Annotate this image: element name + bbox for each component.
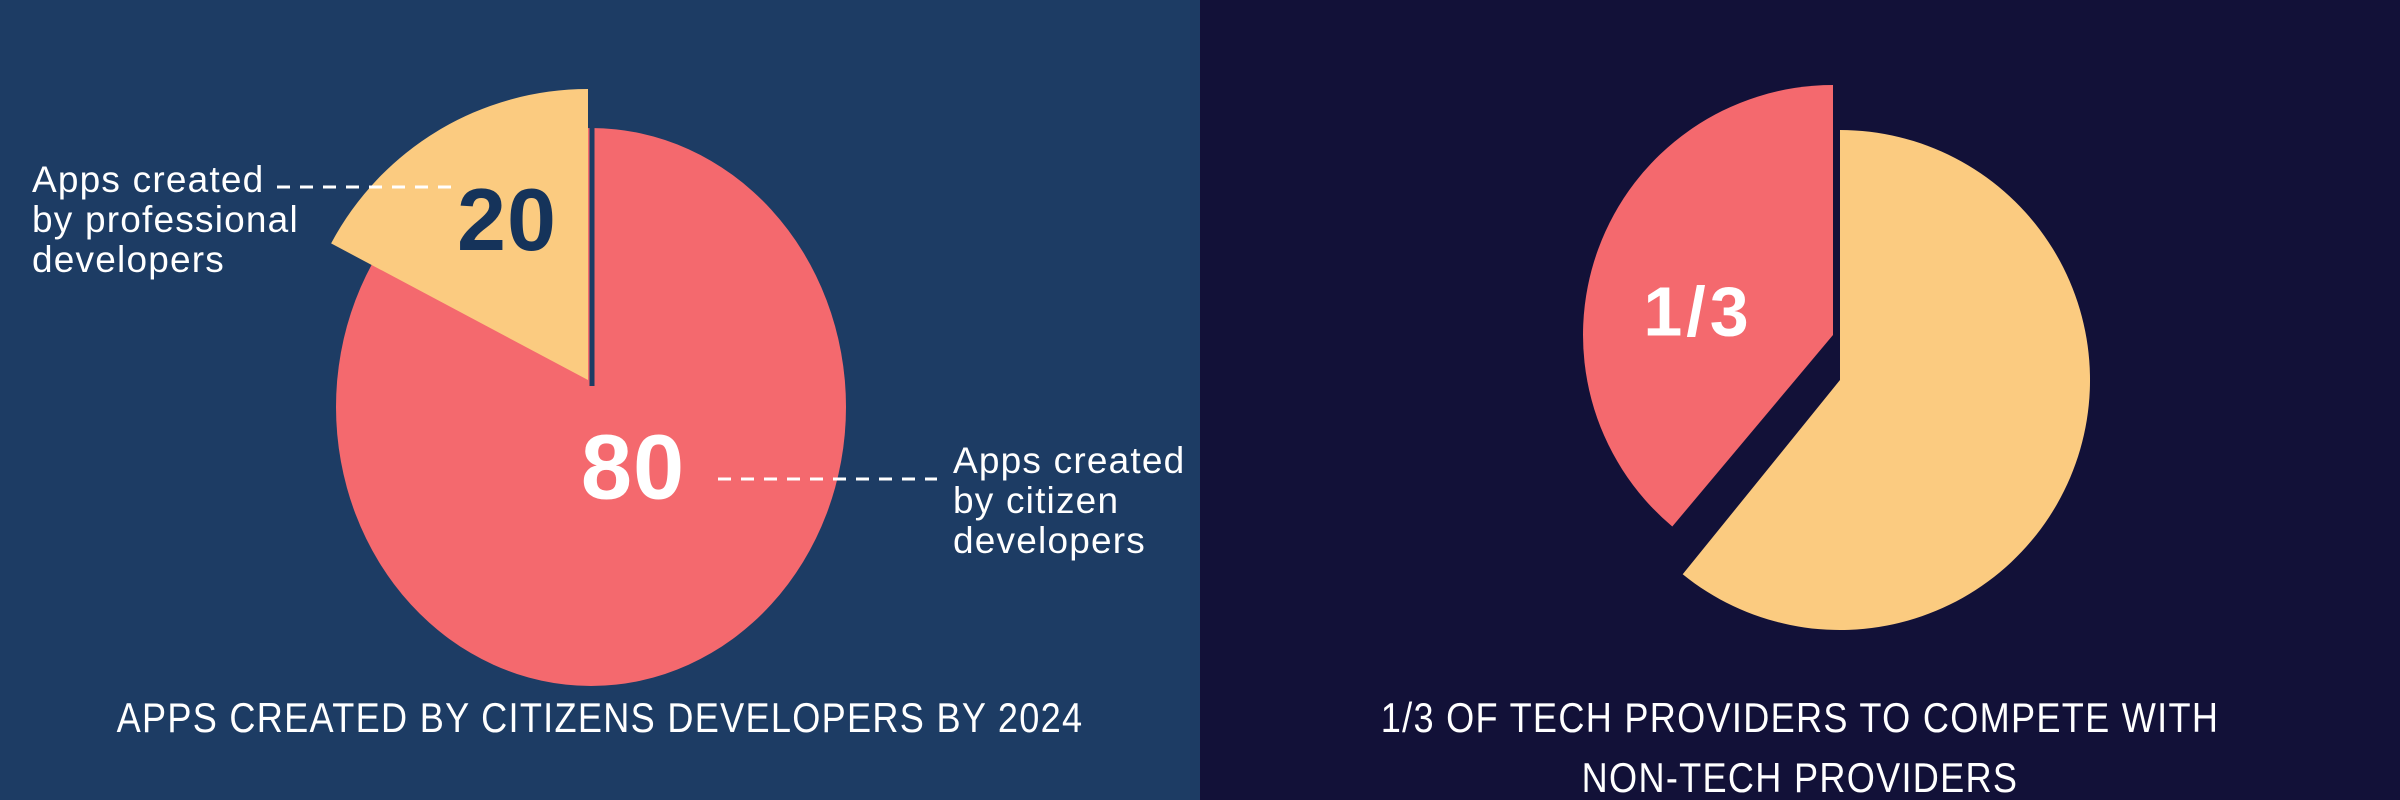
right-pie-one-third-slice [1583,85,1833,527]
right-chart-title: 1/3 OF TECH PROVIDERS TO COMPETE WITH NO… [1284,688,2316,800]
value-label-one-third: 1/3 [1643,272,1753,351]
callout-line: developers [953,520,1147,561]
callout-line: Apps created [32,159,265,200]
value-label-20: 20 [457,169,557,269]
callout-line: by citizen [953,480,1120,521]
callout-professional-developers: Apps created by professional developers [32,160,299,280]
value-label-80: 80 [580,416,686,519]
callout-line: by professional [32,199,299,240]
right-pie-two-thirds-slice [1682,130,2091,630]
callout-line: Apps created [953,440,1186,481]
right-chart-title-line2: NON-TECH PROVIDERS [1581,754,2019,800]
left-pie-professional-slice [331,89,588,380]
left-chart-title: APPS CREATED BY CITIZENS DEVELOPERS BY 2… [116,694,1084,741]
right-chart-title-line1: 1/3 OF TECH PROVIDERS TO COMPETE WITH [1380,694,2220,741]
callout-line: developers [32,239,226,280]
callout-citizen-developers: Apps created by citizen developers [953,441,1185,561]
